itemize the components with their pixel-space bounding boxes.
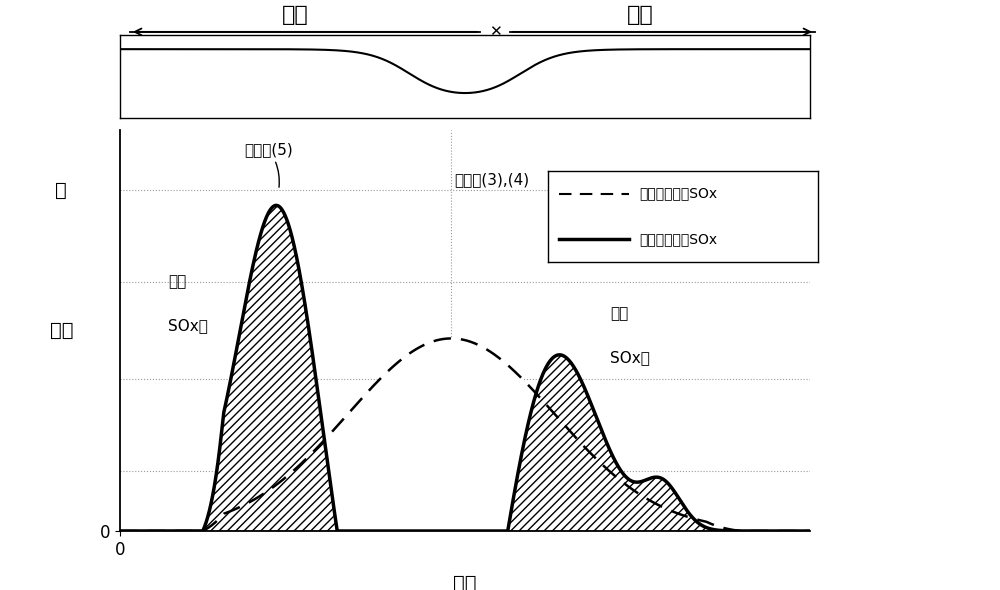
Text: 反应式(5): 反应式(5): [244, 142, 293, 187]
Text: 第一: 第一: [168, 274, 187, 289]
Text: 高: 高: [55, 181, 67, 199]
Text: 丰富: 丰富: [282, 5, 308, 25]
Text: SOx峰: SOx峰: [610, 350, 650, 365]
Text: 第二: 第二: [610, 306, 628, 322]
Text: 反应式(3),(4): 反应式(3),(4): [455, 172, 530, 187]
Text: 供给废气中的SOx: 供给废气中的SOx: [640, 186, 718, 201]
Text: 放出废气中的SOx: 放出废气中的SOx: [640, 232, 718, 247]
Text: 浓度: 浓度: [50, 321, 73, 340]
Text: SOx峰: SOx峰: [168, 319, 208, 333]
Text: 贫乏: 贫乏: [627, 5, 653, 25]
Text: ✕: ✕: [489, 24, 501, 40]
Text: 时间: 时间: [453, 573, 477, 590]
